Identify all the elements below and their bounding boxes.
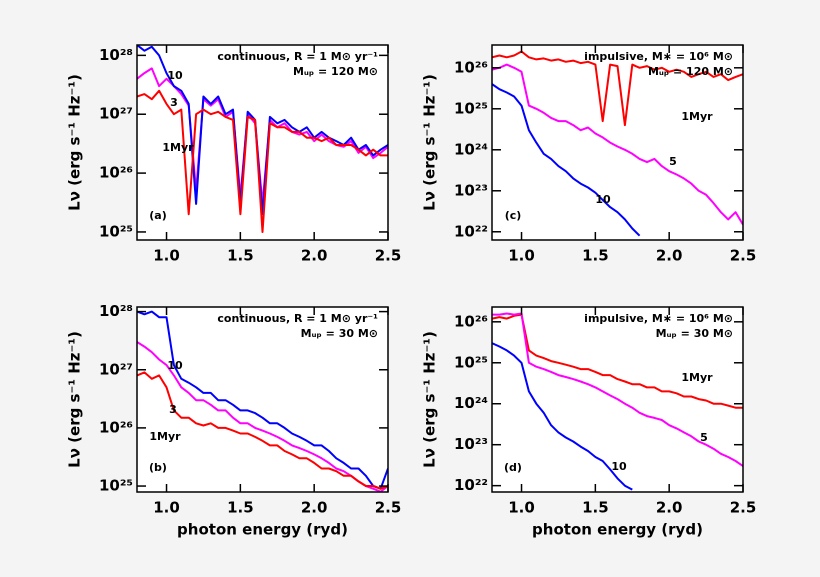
x-tick-label: 2.5 [730,247,757,265]
series-label: 10 [167,69,183,82]
y-tick-label: 10²⁶ [454,58,488,76]
y-axis-label: Lν (erg s⁻¹ Hz⁻¹) [421,74,439,211]
series-label: 5 [700,431,708,444]
spectrum-line [492,313,743,409]
panel-note: impulsive, M∗ = 10⁶ M⊙ [584,50,733,63]
series-label: 3 [169,403,177,416]
panel-note: Mᵤₚ = 30 M⊙ [656,327,733,340]
panel-note: Mᵤₚ = 30 M⊙ [301,327,378,340]
y-tick-label: 10²³ [454,435,488,453]
frame [136,44,389,241]
series-label: 10 [595,193,611,206]
series-label: 5 [669,155,677,168]
series-label: 1Myr [681,110,713,123]
series-label: 1Myr [162,141,194,154]
panel-label: (b) [149,461,167,474]
x-tick-label: 1.5 [227,499,254,517]
panel-note: impulsive, M∗ = 10⁶ M⊙ [584,312,733,325]
spectrum-line [492,63,743,226]
spectrum-line [492,342,633,491]
plot-area [137,307,388,492]
panel-label: (a) [149,209,166,222]
y-tick-label: 10²² [454,222,488,240]
y-tick-label: 10²⁴ [454,394,488,412]
y-tick-label: 10²² [454,476,488,494]
spectrum-line [137,89,388,233]
x-tick-label: 2.5 [730,499,757,517]
y-axis-label: Lν (erg s⁻¹ Hz⁻¹) [421,331,439,468]
x-axis-label: photon energy (ryd) [177,521,348,539]
frame [491,44,744,241]
frame [136,306,389,493]
series-label: 3 [170,96,178,109]
series-group [492,312,743,491]
y-tick-label: 10²⁶ [99,418,133,436]
y-tick-label: 10²⁸ [99,302,133,320]
x-tick-label: 2.5 [375,247,402,265]
panel-note: continuous, R = 1 M⊙ yr⁻¹ [217,50,378,63]
x-tick-label: 2.5 [375,499,402,517]
series-label: 1Myr [149,430,181,443]
frame [491,306,744,493]
series-group [137,45,388,233]
panel-note: continuous, R = 1 M⊙ yr⁻¹ [217,312,378,325]
series-label: 1Myr [681,371,713,384]
series-label: 10 [611,460,627,473]
y-tick-label: 10²⁸ [99,46,133,64]
y-axis-label: Lν (erg s⁻¹ Hz⁻¹) [66,74,84,211]
x-tick-label: 1.5 [582,499,609,517]
series-label: 10 [167,359,183,372]
y-tick-label: 10²⁵ [99,477,133,495]
spectrum-line [492,50,743,127]
spectrum-line [137,310,388,490]
plot-area [492,45,743,240]
x-tick-label: 1.0 [153,247,180,265]
y-tick-label: 10²⁴ [454,140,488,158]
x-tick-label: 2.0 [301,499,328,517]
x-axis-label: photon energy (ryd) [532,521,703,539]
spectrum-line [492,312,743,467]
panel-label: (c) [505,209,522,222]
x-tick-label: 2.0 [656,247,683,265]
panel-note: Mᵤₚ = 120 M⊙ [648,65,733,78]
spectrum-line [137,45,388,216]
y-tick-label: 10²⁵ [454,353,488,371]
panel-label: (d) [504,461,522,474]
y-axis-label: Lν (erg s⁻¹ Hz⁻¹) [66,331,84,468]
y-tick-label: 10²⁶ [99,164,133,182]
x-tick-label: 1.0 [153,499,180,517]
x-tick-label: 2.0 [656,499,683,517]
spectrum-line [137,341,388,492]
x-tick-label: 2.0 [301,247,328,265]
y-tick-label: 10²³ [454,181,488,199]
x-tick-label: 1.0 [508,499,535,517]
spectrum-line [492,83,641,237]
y-tick-label: 10²⁵ [99,222,133,240]
y-tick-label: 10²⁷ [99,360,133,378]
panel-note: Mᵤₚ = 120 M⊙ [293,65,378,78]
y-tick-label: 10²⁷ [99,105,133,123]
series-group [137,310,388,492]
series-group [492,50,743,237]
x-tick-label: 1.5 [227,247,254,265]
x-tick-label: 1.0 [508,247,535,265]
y-tick-label: 10²⁵ [454,99,488,117]
y-tick-label: 10²⁶ [454,312,488,330]
spectrum-line [137,371,388,490]
x-tick-label: 1.5 [582,247,609,265]
